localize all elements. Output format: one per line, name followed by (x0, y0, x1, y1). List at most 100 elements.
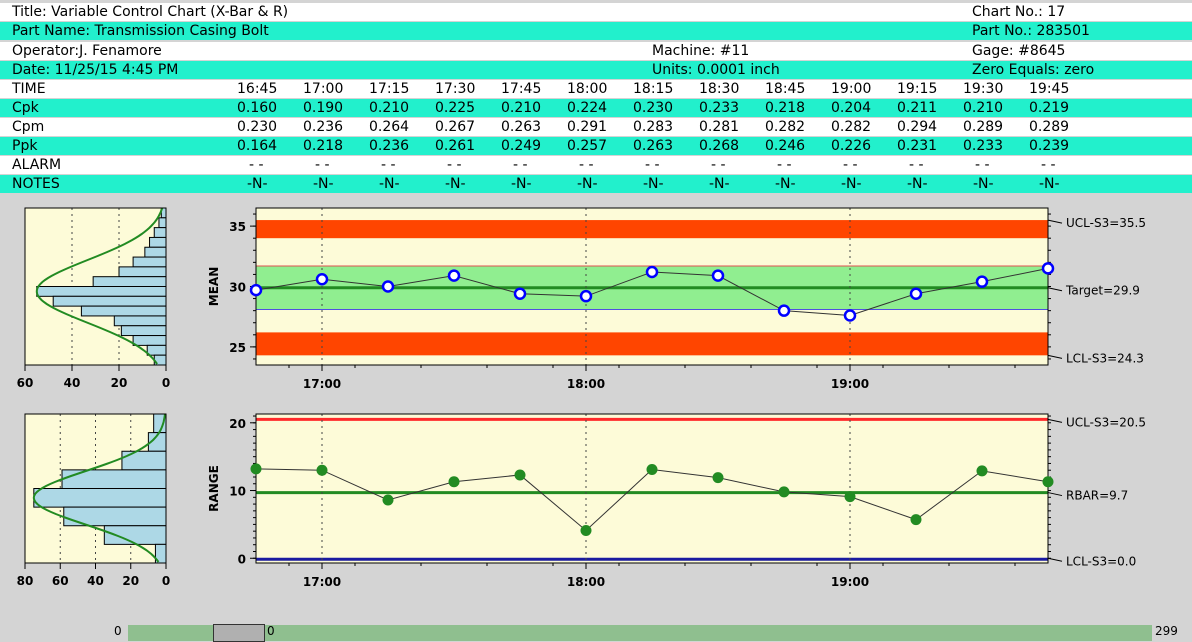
histogram-tick-label: 60 (17, 376, 34, 390)
histogram-bar (132, 335, 167, 346)
histogram-bar (158, 217, 167, 229)
table-cell: 0.257 (567, 138, 608, 154)
table-cell: 0.210 (963, 100, 1004, 116)
table-row-notes: NOTES -N- -N- -N- -N- -N- -N- -N- -N- -N- -N- -N- -N… (0, 175, 1192, 193)
table-cell: - - (381, 157, 396, 173)
table-cell: 19:00 (831, 81, 872, 97)
histogram-frame (24, 207, 167, 366)
table-cell: 0.282 (831, 119, 872, 135)
table-cell: 0.218 (303, 138, 344, 154)
table-cell: 0.210 (369, 100, 410, 116)
table-cell: 0.211 (897, 100, 938, 116)
gage: Gage: #8645 (972, 43, 1066, 59)
histogram-tick-label: 20 (111, 376, 128, 390)
data-point (1041, 262, 1055, 275)
table-cell: 0.233 (963, 138, 1004, 154)
table-cell: 0.281 (699, 119, 740, 135)
table-row-ppk: Ppk 0.164 0.218 0.236 0.261 0.249 0.257 0.263 0.… (0, 137, 1192, 155)
table-row-cpk: Cpk 0.160 0.190 0.210 0.225 0.210 0.224 0.230 0.… (0, 99, 1192, 117)
table-cell: 17:15 (369, 81, 410, 97)
table-cell: -N- (247, 176, 268, 192)
data-point (976, 465, 988, 477)
data-point (315, 273, 329, 286)
data-point (249, 283, 263, 297)
scrollbar-thumb[interactable] (213, 624, 265, 642)
header-row-title: Title: Variable Control Chart (X-Bar & R… (0, 3, 1192, 21)
histogram-bar (132, 256, 167, 268)
time-scrollbar[interactable]: 0 0 299 (0, 620, 1192, 642)
table-cell: - - (711, 157, 726, 173)
table-cell: -N- (973, 176, 994, 192)
data-point (843, 309, 857, 322)
table-cell: 0.160 (237, 100, 278, 116)
limit-leader (1047, 557, 1063, 562)
table-cell: 0.226 (831, 138, 872, 154)
data-point (381, 280, 395, 293)
histogram-bar (52, 295, 167, 307)
table-cell: - - (975, 157, 990, 173)
header-row-operator: Operator:J. Fenamore Machine: #11 Gage: … (0, 42, 1192, 60)
table-cell: - - (249, 157, 264, 173)
upper-margin (256, 208, 1048, 224)
data-point (778, 486, 790, 498)
limit-label: UCL-S3=35.5 (1066, 216, 1146, 230)
table-cell: -N- (379, 176, 400, 192)
table-cell: 0.267 (435, 119, 476, 135)
table-cell: 0.282 (765, 119, 806, 135)
row-label: Cpk (12, 100, 39, 116)
table-cell: 0.218 (765, 100, 806, 116)
data-point (316, 464, 328, 476)
data-point (844, 491, 856, 503)
table-cell: 0.294 (897, 119, 938, 135)
histogram-bar (61, 469, 167, 489)
y-tick-label: 35 (229, 220, 246, 234)
table-cell: 0.268 (699, 138, 740, 154)
row-label: Cpm (12, 119, 45, 135)
row-label: ALARM (12, 157, 62, 173)
x-tick-label: 18:00 (567, 377, 605, 391)
table-cell: -N- (643, 176, 664, 192)
date: Date: 11/25/15 4:45 PM (12, 62, 179, 78)
table-cell: 0.283 (633, 119, 674, 135)
scrollbar-max-label: 299 (1155, 624, 1178, 638)
machine: Machine: #11 (652, 43, 750, 59)
scrollbar-min-label: 0 (114, 624, 122, 638)
table-cell: 0.225 (435, 100, 476, 116)
table-cell: 17:30 (435, 81, 476, 97)
x-tick-label: 17:00 (303, 575, 341, 589)
table-cell: 0.236 (369, 138, 410, 154)
row-label: Ppk (12, 138, 38, 154)
table-cell: - - (315, 157, 330, 173)
table-cell: 17:00 (303, 81, 344, 97)
table-cell: 0.219 (1029, 100, 1070, 116)
header-row-part: Part Name: Transmission Casing Bolt Part… (0, 22, 1192, 40)
x-tick-label: 18:00 (567, 575, 605, 589)
table-cell: 0.263 (501, 119, 542, 135)
scrollbar-value-label: 0 (267, 624, 275, 638)
limit-label: LCL-S3=0.0 (1066, 554, 1136, 568)
data-point (777, 304, 791, 317)
limit-leader (1047, 287, 1063, 292)
table-cell: -N- (775, 176, 796, 192)
data-point (975, 275, 989, 288)
limit-label: LCL-S3=24.3 (1066, 351, 1144, 365)
table-row-alarm: ALARM - - - - - - - - - - - - - - - - - - - - - - - … (0, 156, 1192, 174)
table-cell: 19:45 (1029, 81, 1070, 97)
x-tick-label: 19:00 (831, 377, 869, 391)
y-axis-label: RANGE (207, 465, 221, 512)
histogram-tick-label: 80 (17, 574, 34, 588)
table-cell: 0.263 (633, 138, 674, 154)
histogram-bar (118, 266, 167, 278)
histogram-tick-label: 0 (162, 574, 170, 588)
histogram-bar (80, 305, 167, 317)
table-cell: - - (513, 157, 528, 173)
table-cell: 0.291 (567, 119, 608, 135)
table-cell: 0.230 (633, 100, 674, 116)
y-tick-label: 10 (229, 485, 246, 499)
data-point (1042, 476, 1054, 488)
y-tick-label: 20 (229, 417, 246, 431)
table-cell: 0.204 (831, 100, 872, 116)
scrollbar-track[interactable] (128, 625, 1152, 641)
data-point (711, 269, 725, 282)
y-tick-label: 25 (229, 341, 246, 355)
